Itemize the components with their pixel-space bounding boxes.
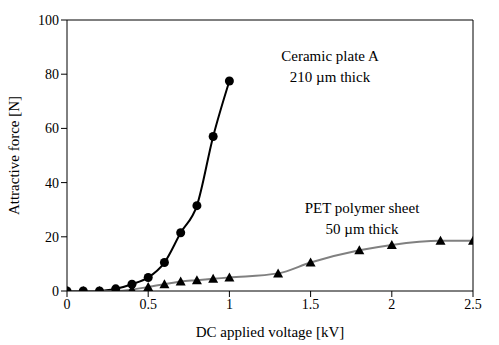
svg-text:DC applied voltage [kV]: DC applied voltage [kV] xyxy=(196,324,345,340)
svg-text:0.5: 0.5 xyxy=(139,297,157,312)
svg-text:2.5: 2.5 xyxy=(464,297,482,312)
html-text:PET polymer sheet: PET polymer sheet xyxy=(304,200,420,216)
svg-text:80: 80 xyxy=(45,67,59,82)
html-text:50 µm thick: 50 µm thick xyxy=(325,221,399,237)
svg-text:Attractive force [N]: Attractive force [N] xyxy=(8,96,22,215)
svg-text:0: 0 xyxy=(64,297,71,312)
html-text:210 µm thick: 210 µm thick xyxy=(289,69,371,85)
svg-text:100: 100 xyxy=(38,13,59,28)
html-text:Ceramic plate A: Ceramic plate A xyxy=(281,48,379,64)
svg-text:1: 1 xyxy=(226,297,233,312)
svg-text:20: 20 xyxy=(45,230,59,245)
svg-text:1.5: 1.5 xyxy=(302,297,320,312)
svg-text:2: 2 xyxy=(388,297,395,312)
svg-text:0: 0 xyxy=(52,284,59,299)
svg-text:40: 40 xyxy=(45,176,59,191)
svg-text:60: 60 xyxy=(45,121,59,136)
